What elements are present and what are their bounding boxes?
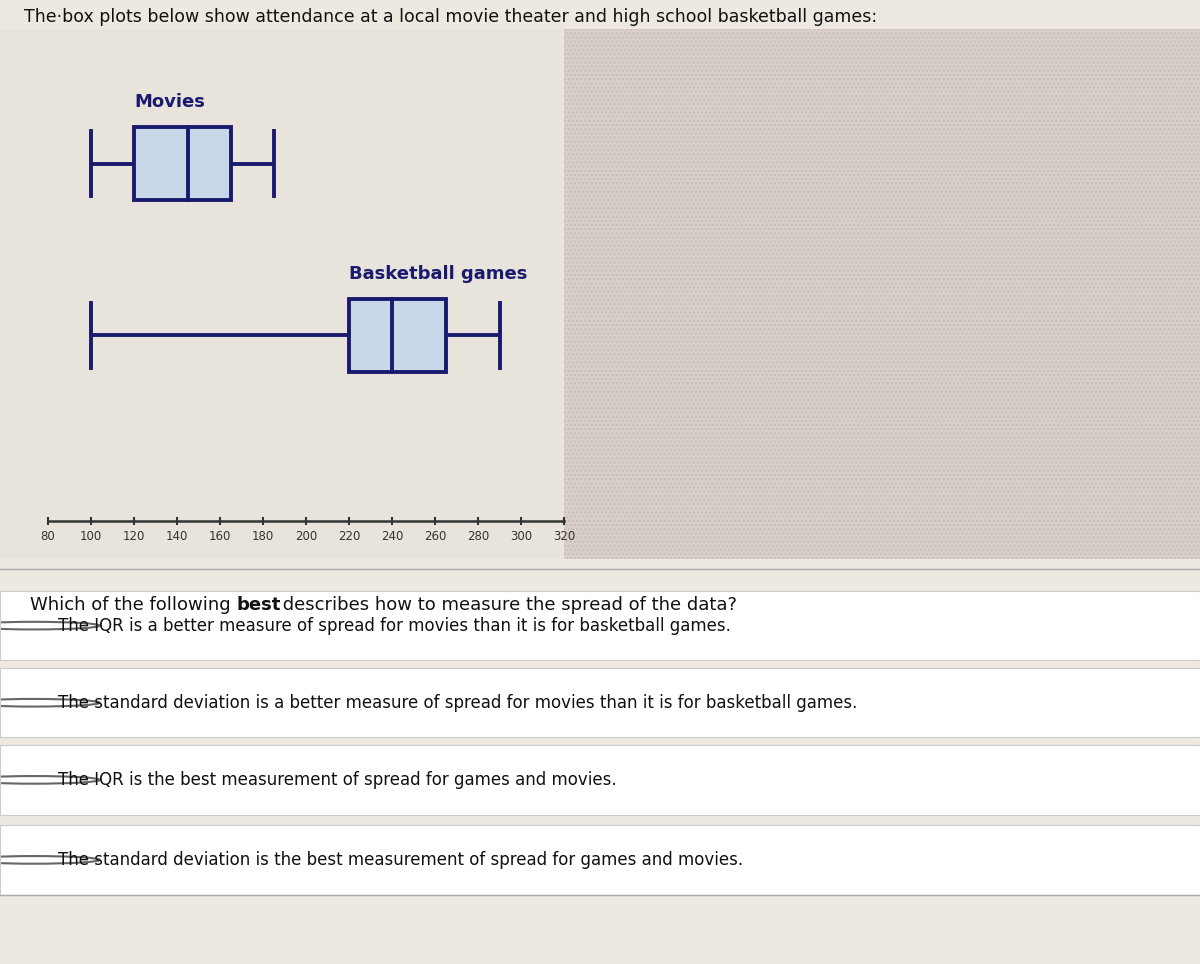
Text: Which of the following: Which of the following [30, 596, 236, 614]
Bar [134, 127, 230, 200]
Text: The standard deviation is the best measurement of spread for games and movies.: The standard deviation is the best measu… [58, 851, 743, 869]
Text: The IQR is the best measurement of spread for games and movies.: The IQR is the best measurement of sprea… [58, 771, 617, 789]
Text: Basketball games: Basketball games [349, 265, 527, 283]
Text: describes how to measure the spread of the data?: describes how to measure the spread of t… [277, 596, 737, 614]
Text: The standard deviation is a better measure of spread for movies than it is for b: The standard deviation is a better measu… [58, 694, 857, 711]
Bar [349, 299, 445, 372]
Text: The IQR is a better measure of spread for movies than it is for basketball games: The IQR is a better measure of spread fo… [58, 617, 731, 634]
Text: The·box plots below show attendance at a local movie theater and high school bas: The·box plots below show attendance at a… [24, 8, 877, 26]
Text: Movies: Movies [134, 94, 205, 112]
Text: best: best [236, 596, 281, 614]
